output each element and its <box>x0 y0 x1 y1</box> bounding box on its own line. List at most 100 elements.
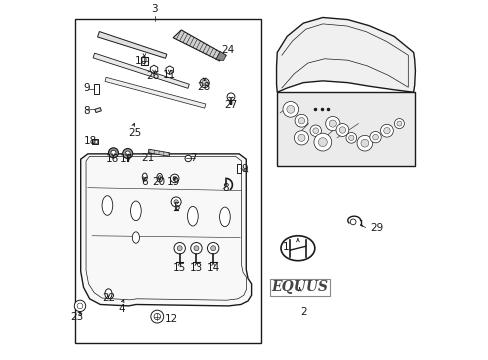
Circle shape <box>339 127 345 133</box>
Text: 12: 12 <box>164 314 177 324</box>
Text: 2: 2 <box>299 307 306 317</box>
Text: 15: 15 <box>173 263 186 273</box>
Polygon shape <box>173 30 226 61</box>
Bar <box>75 19 260 343</box>
Text: 4: 4 <box>118 305 125 315</box>
Circle shape <box>318 138 326 147</box>
Polygon shape <box>148 149 169 156</box>
Text: EQUUS: EQUUS <box>271 280 327 294</box>
Circle shape <box>325 117 339 131</box>
Circle shape <box>283 102 298 117</box>
Text: 9: 9 <box>241 164 248 174</box>
Ellipse shape <box>202 80 207 86</box>
Text: 5: 5 <box>173 202 180 212</box>
Polygon shape <box>166 66 173 75</box>
Ellipse shape <box>281 236 314 261</box>
Circle shape <box>170 174 179 183</box>
Circle shape <box>294 114 307 127</box>
Ellipse shape <box>184 155 191 162</box>
Circle shape <box>313 133 331 151</box>
Bar <box>93 140 97 143</box>
Text: 29: 29 <box>369 222 382 233</box>
Circle shape <box>312 128 318 134</box>
Text: 17: 17 <box>120 154 133 164</box>
Polygon shape <box>150 65 158 74</box>
Text: 14: 14 <box>206 263 219 273</box>
Circle shape <box>125 151 130 156</box>
Ellipse shape <box>158 176 161 180</box>
Text: 8: 8 <box>83 106 90 116</box>
Polygon shape <box>105 77 205 108</box>
Text: 23: 23 <box>70 312 83 322</box>
Circle shape <box>380 124 392 137</box>
Circle shape <box>346 132 356 143</box>
Circle shape <box>348 135 353 140</box>
Circle shape <box>210 246 215 251</box>
Circle shape <box>207 243 219 254</box>
Circle shape <box>77 303 82 309</box>
Bar <box>277 92 414 166</box>
Text: 22: 22 <box>102 293 115 303</box>
Circle shape <box>335 123 348 136</box>
Text: 25: 25 <box>128 128 141 138</box>
Text: 26: 26 <box>146 71 159 81</box>
Circle shape <box>154 314 160 320</box>
Ellipse shape <box>130 201 141 221</box>
Circle shape <box>150 310 163 323</box>
Circle shape <box>108 148 118 158</box>
Ellipse shape <box>105 289 112 299</box>
Polygon shape <box>276 18 415 92</box>
Ellipse shape <box>187 206 198 226</box>
Circle shape <box>174 200 178 204</box>
Text: 18: 18 <box>83 136 97 147</box>
Text: 24: 24 <box>221 45 234 54</box>
Circle shape <box>369 131 381 143</box>
Bar <box>93 84 98 94</box>
Circle shape <box>171 197 181 207</box>
Polygon shape <box>81 154 251 306</box>
Text: 28: 28 <box>197 82 210 91</box>
Polygon shape <box>93 53 189 88</box>
Text: 16: 16 <box>105 154 119 164</box>
Circle shape <box>174 243 185 254</box>
Circle shape <box>360 139 368 147</box>
Polygon shape <box>241 168 247 172</box>
Ellipse shape <box>132 232 139 243</box>
Circle shape <box>298 117 304 124</box>
Text: 21: 21 <box>142 153 155 163</box>
Circle shape <box>286 105 294 113</box>
Circle shape <box>111 150 116 155</box>
Text: 27: 27 <box>224 100 237 110</box>
Text: 20: 20 <box>151 177 164 187</box>
Circle shape <box>383 127 389 134</box>
Ellipse shape <box>102 196 113 215</box>
Text: 8: 8 <box>222 183 228 193</box>
Circle shape <box>194 246 199 251</box>
Bar <box>140 57 148 65</box>
Circle shape <box>74 300 85 312</box>
Text: 7: 7 <box>190 153 197 163</box>
Text: 11: 11 <box>162 70 175 80</box>
Polygon shape <box>216 51 226 60</box>
Ellipse shape <box>219 207 230 227</box>
Circle shape <box>177 246 182 251</box>
Circle shape <box>297 134 305 141</box>
Circle shape <box>396 121 401 126</box>
Text: 6: 6 <box>141 177 147 187</box>
Text: 19: 19 <box>166 177 180 187</box>
Ellipse shape <box>200 78 209 87</box>
Bar <box>92 139 98 144</box>
Bar <box>236 164 241 173</box>
Ellipse shape <box>142 173 147 181</box>
Polygon shape <box>95 108 101 113</box>
Text: 13: 13 <box>189 263 203 273</box>
Circle shape <box>190 243 202 254</box>
Circle shape <box>356 135 372 151</box>
Circle shape <box>394 118 404 129</box>
Text: 1: 1 <box>283 242 289 252</box>
Circle shape <box>372 134 378 140</box>
Circle shape <box>173 177 176 180</box>
Circle shape <box>349 219 355 225</box>
Circle shape <box>328 120 336 127</box>
Text: 10: 10 <box>134 56 147 66</box>
